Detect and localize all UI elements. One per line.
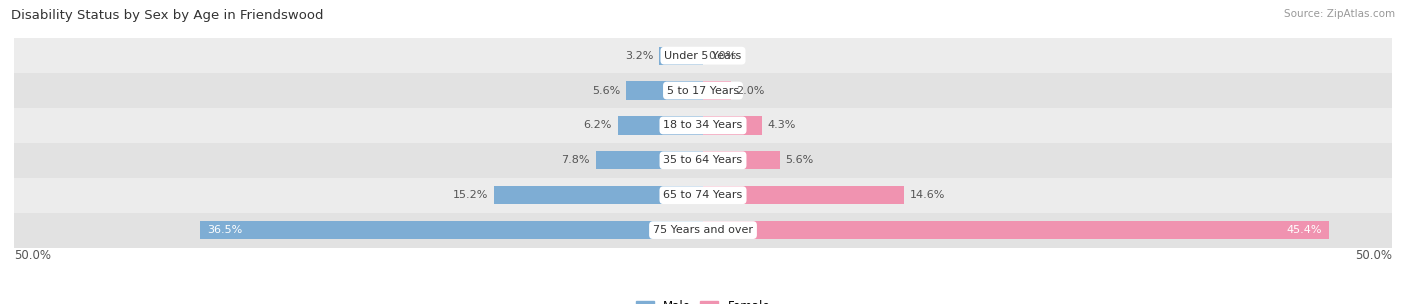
Bar xyxy=(14,73,1392,108)
Text: 15.2%: 15.2% xyxy=(453,190,488,200)
Bar xyxy=(14,178,1392,213)
Bar xyxy=(659,47,703,65)
Bar xyxy=(14,38,1392,73)
Bar xyxy=(703,221,1329,239)
Bar xyxy=(703,116,762,134)
Text: 36.5%: 36.5% xyxy=(207,225,242,235)
Text: 5 to 17 Years: 5 to 17 Years xyxy=(666,85,740,95)
Text: 65 to 74 Years: 65 to 74 Years xyxy=(664,190,742,200)
Text: 75 Years and over: 75 Years and over xyxy=(652,225,754,235)
Text: 5.6%: 5.6% xyxy=(592,85,620,95)
Text: 7.8%: 7.8% xyxy=(561,155,591,165)
Bar xyxy=(14,213,1392,247)
Bar xyxy=(617,116,703,134)
Bar xyxy=(14,108,1392,143)
Bar xyxy=(494,186,703,204)
Bar xyxy=(596,151,703,169)
Bar xyxy=(703,151,780,169)
Bar xyxy=(200,221,703,239)
Text: 50.0%: 50.0% xyxy=(1355,249,1392,262)
Text: Source: ZipAtlas.com: Source: ZipAtlas.com xyxy=(1284,9,1395,19)
Bar xyxy=(703,81,731,100)
Text: 2.0%: 2.0% xyxy=(737,85,765,95)
Bar xyxy=(703,186,904,204)
Text: 45.4%: 45.4% xyxy=(1286,225,1322,235)
Bar xyxy=(626,81,703,100)
Bar xyxy=(14,143,1392,178)
Text: 4.3%: 4.3% xyxy=(768,120,796,130)
Text: 3.2%: 3.2% xyxy=(626,51,654,61)
Text: Disability Status by Sex by Age in Friendswood: Disability Status by Sex by Age in Frien… xyxy=(11,9,323,22)
Text: 0.0%: 0.0% xyxy=(709,51,737,61)
Text: Under 5 Years: Under 5 Years xyxy=(665,51,741,61)
Text: 5.6%: 5.6% xyxy=(786,155,814,165)
Text: 6.2%: 6.2% xyxy=(583,120,612,130)
Text: 50.0%: 50.0% xyxy=(14,249,51,262)
Text: 35 to 64 Years: 35 to 64 Years xyxy=(664,155,742,165)
Legend: Male, Female: Male, Female xyxy=(631,295,775,304)
Text: 14.6%: 14.6% xyxy=(910,190,945,200)
Text: 18 to 34 Years: 18 to 34 Years xyxy=(664,120,742,130)
